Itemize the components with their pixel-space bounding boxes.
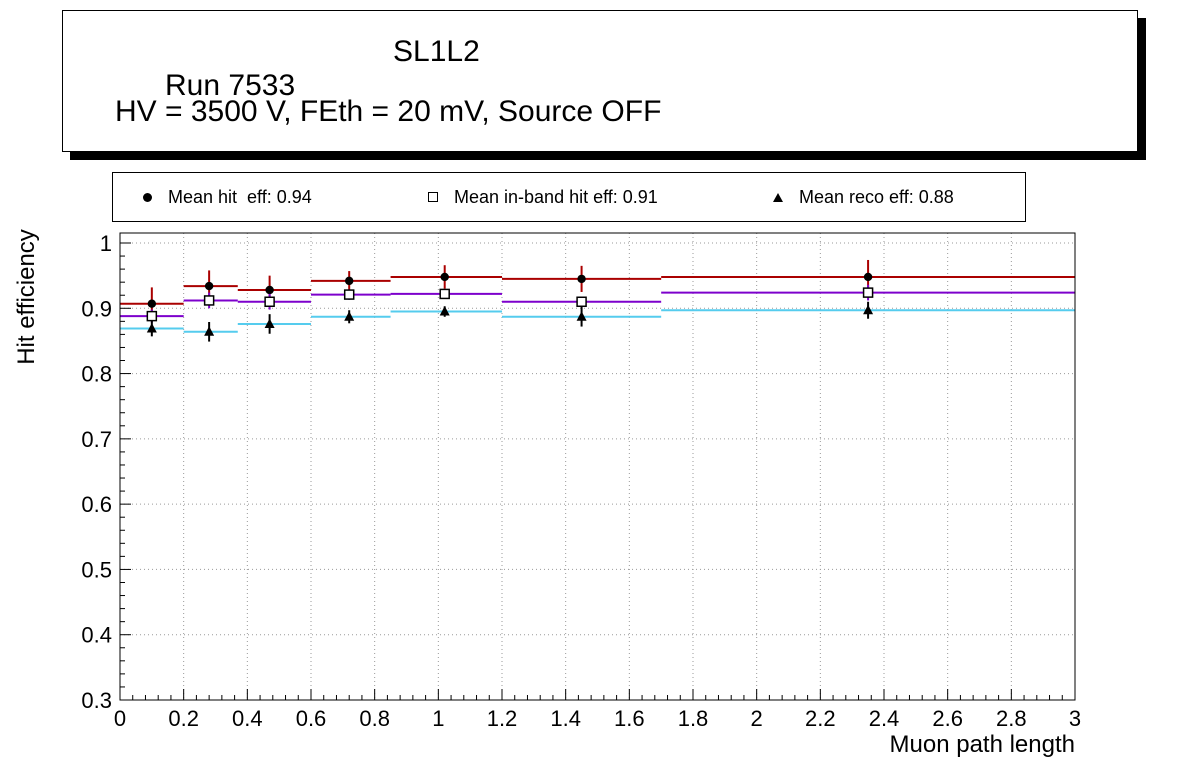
x-tick-label: 1.6 xyxy=(614,706,645,731)
y-tick-label: 1 xyxy=(100,231,112,256)
x-tick-label: 0.8 xyxy=(359,706,390,731)
circle-marker xyxy=(577,274,586,284)
legend-label-in-band-hit-eff: Mean in-band hit eff: 0.91 xyxy=(454,186,658,207)
x-tick-label: 0.6 xyxy=(296,706,327,731)
title-line-1: Run 7533 SL1L2 xyxy=(115,35,480,171)
circle-marker xyxy=(204,281,214,291)
y-tick-label: 0.8 xyxy=(81,362,112,387)
square-marker xyxy=(203,295,215,306)
y-tick-label: 0.5 xyxy=(81,557,112,582)
square-marker xyxy=(439,288,450,300)
triangle-marker xyxy=(264,318,275,328)
y-tick-label: 0.6 xyxy=(81,492,112,517)
square-marker xyxy=(146,310,158,322)
title-box: Run 7533 SL1L2 HV = 3500 V, FEth = 20 mV… xyxy=(62,10,1138,152)
x-tick-label: 2.8 xyxy=(996,706,1027,731)
legend-item-reco-eff: Mean reco eff: 0.88 xyxy=(773,173,954,221)
legend: Mean hit eff: 0.94 Mean in-band hit eff:… xyxy=(112,172,1026,222)
square-marker xyxy=(343,289,355,300)
x-tick-label: 2 xyxy=(751,706,763,731)
triangle-marker xyxy=(439,306,450,316)
series-reco-eff xyxy=(120,301,1075,342)
triangle-marker xyxy=(344,311,355,321)
circle-marker xyxy=(440,272,449,282)
circle-marker xyxy=(863,272,873,282)
legend-label-reco-eff: Mean reco eff: 0.88 xyxy=(799,186,954,207)
y-axis-title: Hit efficiency xyxy=(13,229,40,365)
x-tick-labels: 0 0.2 0.4 0.6 0.8 1 1.2 1.4 1.6 1.8 2 2.2 2.4 2.6 2.8 3 xyxy=(114,706,1081,731)
y-tick-label: 0.9 xyxy=(81,296,112,321)
filled-triangle-marker-icon xyxy=(773,192,783,202)
triangle-marker xyxy=(146,323,157,333)
square-marker xyxy=(862,287,874,298)
y-tick-labels: 0.3 0.4 0.5 0.6 0.7 0.8 0.9 1 xyxy=(81,231,112,713)
circle-marker xyxy=(147,299,157,308)
legend-label-hit-eff: Mean hit eff: 0.94 xyxy=(168,186,312,207)
legend-item-hit-eff: Mean hit eff: 0.94 xyxy=(143,173,312,221)
chamber-label: SL1L2 xyxy=(393,35,480,68)
triangle-marker xyxy=(576,311,587,321)
axis-ticks xyxy=(119,242,1076,701)
filled-circle-marker-icon xyxy=(143,192,152,202)
x-tick-label: 1.2 xyxy=(487,706,518,731)
x-tick-label: 2.6 xyxy=(932,706,963,731)
x-tick-label: 0 xyxy=(114,706,126,731)
open-square-marker-icon xyxy=(428,192,438,202)
x-tick-label: 2.4 xyxy=(869,706,900,731)
y-tick-label: 0.4 xyxy=(81,623,112,648)
square-marker xyxy=(264,296,275,308)
run-label: Run 7533 xyxy=(165,69,296,102)
x-tick-label: 0.4 xyxy=(232,706,263,731)
x-axis-title: Muon path length xyxy=(890,731,1075,758)
x-tick-label: 1.4 xyxy=(550,706,581,731)
triangle-marker xyxy=(204,326,215,336)
x-tick-label: 1 xyxy=(432,706,444,731)
y-tick-label: 0.7 xyxy=(81,427,112,452)
x-tick-label: 0.2 xyxy=(168,706,199,731)
legend-item-in-band-hit-eff: Mean in-band hit eff: 0.91 xyxy=(428,173,658,221)
conditions-label: HV = 3500 V, FEth = 20 mV, Source OFF xyxy=(115,95,662,128)
grid xyxy=(120,233,1075,700)
x-tick-label: 2.2 xyxy=(805,706,836,731)
triangle-marker xyxy=(863,304,874,315)
plot-frame xyxy=(119,232,1076,701)
x-tick-label: 3 xyxy=(1069,706,1081,731)
y-tick-label: 0.3 xyxy=(81,688,112,713)
circle-marker xyxy=(345,276,354,286)
circle-marker xyxy=(265,285,274,295)
x-tick-label: 1.8 xyxy=(678,706,709,731)
series-in-band-hit-eff xyxy=(120,284,1075,323)
square-marker xyxy=(576,296,587,308)
